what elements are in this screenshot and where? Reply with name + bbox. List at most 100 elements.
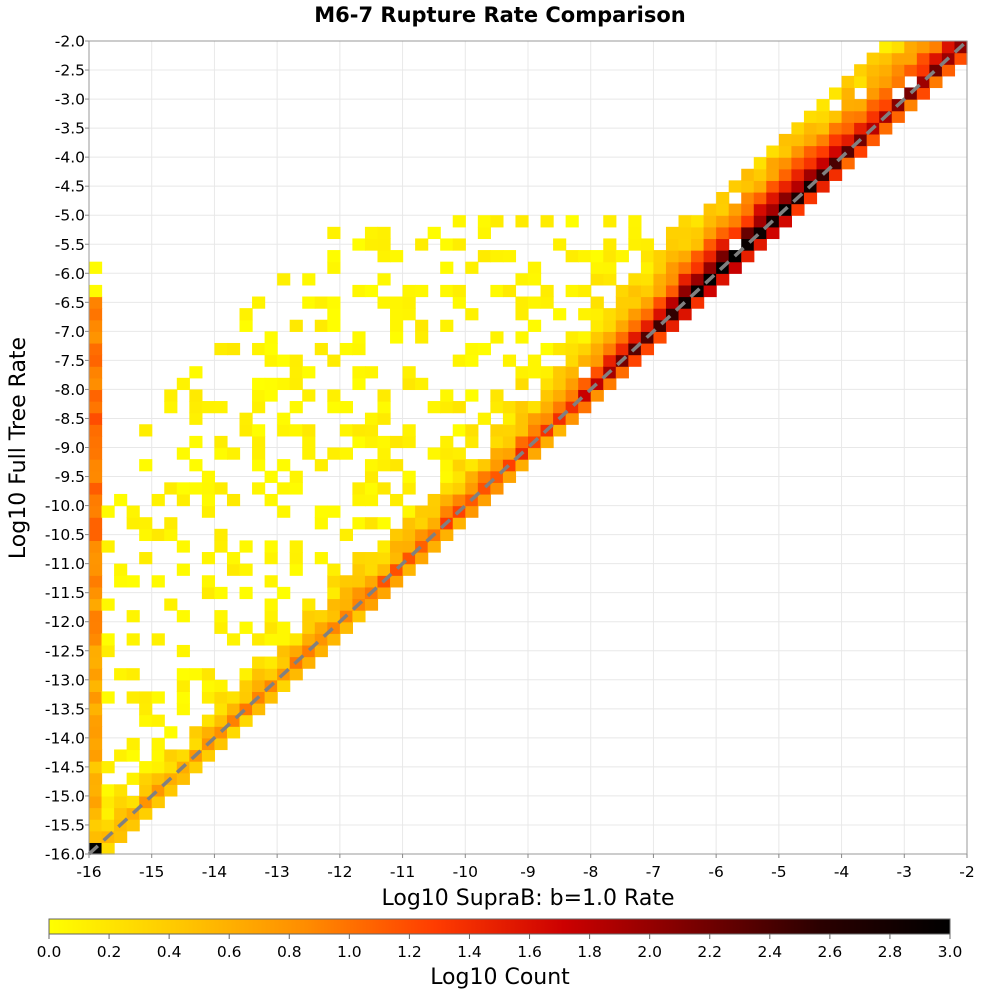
- heatmap-cell: [289, 644, 303, 658]
- heatmap-cell: [465, 308, 479, 321]
- heatmap-cell: [264, 389, 278, 402]
- heatmap-cell: [139, 691, 153, 704]
- colorbar-tick-label: 0.4: [157, 943, 182, 961]
- heatmap-cell: [239, 308, 253, 321]
- heatmap-cell: [264, 621, 278, 634]
- heatmap-cell: [628, 284, 642, 298]
- heatmap-cell: [289, 401, 303, 414]
- heatmap-cell: [89, 319, 103, 332]
- heatmap-cell: [264, 493, 278, 507]
- colorbar-tick-label: 2.2: [697, 943, 722, 961]
- heatmap-cell: [477, 215, 491, 228]
- heatmap-cell: [252, 482, 266, 495]
- heatmap-cell: [364, 563, 379, 576]
- heatmap-cell: [252, 296, 266, 309]
- heatmap-cell: [816, 157, 830, 170]
- heatmap-cell: [728, 226, 742, 240]
- heatmap-cell: [578, 331, 592, 344]
- heatmap-cell: [214, 691, 228, 704]
- heatmap-cell: [753, 238, 767, 251]
- colorbar-ticks: 0.0 0.2 0.4 0.6 0.8 1.0 1.2 1.4 1.6 1.8 2.0 2.2 2.4 2…: [37, 934, 962, 961]
- heatmap-cell: [126, 819, 140, 832]
- heatmap-cell: [515, 401, 529, 414]
- heatmap-cell: [114, 795, 128, 809]
- heatmap-cell: [778, 133, 792, 147]
- y-tick-label: -7.0: [55, 323, 85, 341]
- heatmap-cell: [440, 401, 454, 414]
- heatmap-cell: [628, 354, 642, 367]
- heatmap-cell: [590, 342, 604, 356]
- heatmap-cell: [829, 87, 843, 100]
- heatmap-cell: [778, 180, 792, 193]
- heatmap-cell: [678, 284, 692, 298]
- heatmap-cell: [126, 691, 140, 704]
- heatmap-cell: [289, 668, 303, 681]
- heatmap-cell: [402, 377, 416, 391]
- heatmap-cell: [264, 656, 278, 669]
- heatmap-cell: [502, 447, 517, 460]
- heatmap-cell: [753, 191, 767, 205]
- heatmap-cell: [565, 377, 579, 391]
- heatmap-cell: [691, 273, 705, 286]
- heatmap-cell: [214, 342, 228, 356]
- heatmap-cell: [139, 459, 153, 472]
- heatmap-cell: [390, 435, 404, 449]
- x-tick-label: -6: [708, 863, 723, 881]
- heatmap-cell: [302, 366, 316, 379]
- heatmap-cell: [89, 598, 103, 611]
- heatmap-cell: [691, 226, 705, 240]
- heatmap-cell: [415, 377, 429, 391]
- heatmap-cell: [214, 679, 228, 692]
- heatmap-cell: [678, 273, 692, 286]
- heatmap-cell: [151, 493, 165, 507]
- heatmap-cell: [615, 296, 629, 309]
- heatmap-cell: [628, 226, 642, 240]
- heatmap-cell: [553, 389, 567, 402]
- heatmap-cell: [201, 470, 216, 483]
- heatmap-cell: [402, 470, 416, 483]
- heatmap-cell: [126, 575, 140, 588]
- heatmap-cell: [377, 273, 391, 286]
- heatmap-cell: [716, 273, 730, 286]
- heatmap-cell: [314, 517, 328, 530]
- heatmap-cell: [553, 377, 567, 391]
- heatmap-cell: [427, 540, 441, 553]
- heatmap-cell: [314, 610, 328, 623]
- heatmap-cell: [603, 342, 617, 356]
- heatmap-cell: [528, 273, 542, 286]
- heatmap-cell: [540, 412, 554, 425]
- heatmap-cell: [578, 401, 592, 414]
- heatmap-cell: [101, 505, 115, 518]
- heatmap-cell: [89, 482, 103, 495]
- heatmap-cell: [528, 424, 542, 437]
- heatmap-cell: [126, 517, 140, 530]
- heatmap-cell: [377, 540, 391, 553]
- heatmap-cell: [665, 250, 680, 263]
- heatmap-cell: [226, 703, 241, 716]
- heatmap-cell: [528, 354, 542, 367]
- heatmap-cell: [377, 389, 391, 402]
- heatmap-cell: [176, 447, 190, 460]
- heatmap-cell: [390, 493, 404, 507]
- heatmap-cell: [114, 563, 128, 576]
- heatmap-cell: [252, 656, 266, 669]
- heatmap-cell: [452, 401, 466, 414]
- heatmap-cell: [226, 493, 241, 507]
- colorbar-tick-label: 1.6: [517, 943, 542, 961]
- heatmap-cell: [151, 761, 165, 774]
- y-axis-label: Log10 Full Tree Rate: [6, 337, 31, 559]
- heatmap-cell: [628, 273, 642, 286]
- heatmap-cell: [854, 99, 868, 112]
- y-tick-label: -15.5: [45, 816, 85, 834]
- heatmap-cell: [390, 459, 404, 472]
- heatmap-cell: [440, 482, 454, 495]
- heatmap-cell: [89, 505, 103, 518]
- heatmap-cell: [390, 540, 404, 553]
- heatmap-cell: [452, 470, 466, 483]
- heatmap-cell: [339, 528, 353, 542]
- heatmap-cell: [201, 714, 216, 727]
- heatmap-cell: [277, 482, 291, 495]
- heatmap-cell: [352, 482, 366, 495]
- heatmap-cell: [590, 389, 604, 402]
